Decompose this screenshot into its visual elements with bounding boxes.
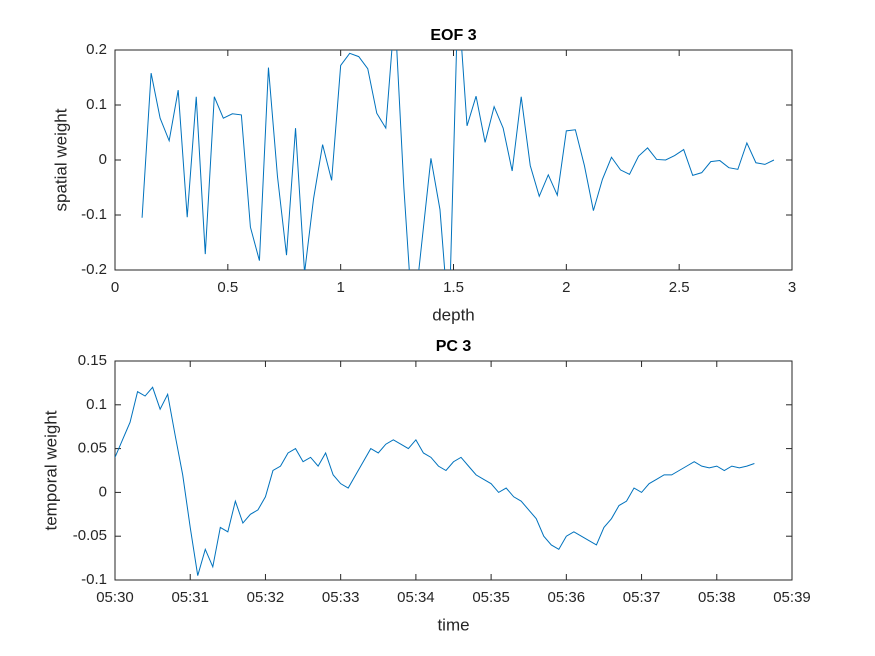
x-tick-label: 05:30 <box>96 589 134 606</box>
y-tick-label: 0 <box>99 483 107 500</box>
y-axis-label: temporal weight <box>41 410 60 530</box>
y-tick-label: 0.05 <box>78 440 107 457</box>
x-tick-label: 05:33 <box>322 589 360 606</box>
x-tick-label: 1 <box>336 279 344 296</box>
x-tick-label: 1.5 <box>443 279 464 296</box>
chart-title: PC 3 <box>436 338 472 355</box>
y-tick-label: 0.2 <box>86 41 107 58</box>
x-tick-label: 05:34 <box>397 589 435 606</box>
x-tick-label: 3 <box>788 279 796 296</box>
y-tick-label: 0.1 <box>86 396 107 413</box>
y-tick-label: 0.15 <box>78 352 107 369</box>
x-tick-label: 05:37 <box>623 589 661 606</box>
x-tick-label: 2 <box>562 279 570 296</box>
y-tick-label: 0 <box>99 151 107 168</box>
x-tick-label: 05:31 <box>171 589 209 606</box>
chart-title: EOF 3 <box>430 27 476 44</box>
x-tick-label: 0 <box>111 279 119 296</box>
x-tick-label: 05:39 <box>773 589 811 606</box>
x-tick-label: 05:38 <box>698 589 736 606</box>
y-tick-label: -0.2 <box>81 261 107 278</box>
x-tick-label: 05:36 <box>548 589 586 606</box>
subplot: 0 0.5 1 1.5 2 2.5 3 -0.2 -0.1 0 0.1 0.2 EOF 3 depth sp… <box>51 27 796 324</box>
x-tick-label: 0.5 <box>217 279 238 296</box>
x-axis-label: time <box>437 615 469 634</box>
x-axis-label: depth <box>432 305 475 324</box>
x-tick-label: 05:35 <box>472 589 510 606</box>
data-line <box>115 386 755 576</box>
y-axis-label: spatial weight <box>51 108 70 211</box>
y-tick-label: -0.05 <box>73 527 107 544</box>
x-tick-label: 2.5 <box>669 279 690 296</box>
y-tick-label: 0.1 <box>86 96 107 113</box>
y-tick-label: -0.1 <box>81 571 107 588</box>
data-line <box>141 50 775 270</box>
x-tick-label: 05:32 <box>247 589 285 606</box>
subplot: 05:30 05:31 05:32 05:33 05:34 05:35 05:36 05:37… <box>41 338 810 634</box>
y-tick-label: -0.1 <box>81 206 107 223</box>
